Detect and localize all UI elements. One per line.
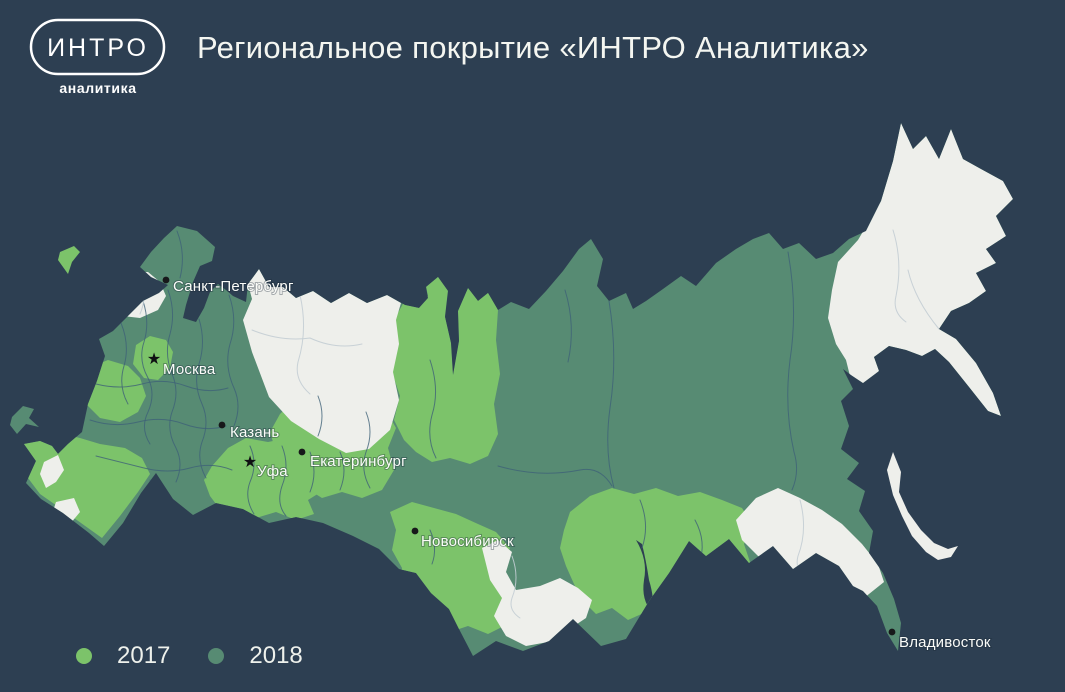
legend-label: 2017 (117, 642, 171, 669)
lake-baikal (636, 540, 653, 612)
legend-item-2018: 2018 (208, 642, 303, 670)
legend-color-dot (208, 648, 225, 664)
city-star-marker: ★ (147, 351, 161, 368)
city-star-marker: ★ (243, 454, 257, 471)
city-dot-marker (298, 448, 306, 456)
map-legend: 2017 2018 (76, 642, 303, 670)
intro-logo: ИНТРО (29, 18, 166, 76)
mainland-group (10, 123, 1013, 656)
city-label: Новосибирск (421, 533, 514, 550)
page-title: Региональное покрытие «ИНТРО Аналитика» (197, 30, 869, 65)
logo-pill-outline (29, 18, 166, 76)
city-label: Москва (163, 361, 216, 378)
city-label: Екатеринбург (310, 453, 407, 470)
region-caucasus-white-1 (40, 455, 64, 488)
region-caucasus-white-2 (52, 498, 80, 528)
region-chukotka-kamchatka (828, 123, 1013, 416)
legend-color-dot (76, 648, 92, 664)
region-amur (736, 488, 884, 598)
region-west-siberia-cluster (392, 276, 500, 464)
legend-item-2017: 2017 (76, 642, 170, 670)
region-komi-arkhangelsk (243, 269, 401, 453)
region-crimea (10, 406, 39, 434)
region-sakhalin (887, 452, 958, 560)
city-dot-marker (411, 527, 419, 535)
city-label: Уфа (257, 463, 288, 480)
city-dot-marker (888, 628, 896, 636)
logo-subtitle: аналитика (59, 80, 137, 96)
region-tyva-khakasia (482, 540, 592, 646)
city-label: Казань (230, 424, 279, 441)
legend-label: 2018 (249, 642, 303, 669)
region-kaliningrad (58, 246, 80, 274)
logo-wordmark: ИНТРО (47, 34, 149, 62)
city-label: Санкт-Петербург (173, 278, 294, 295)
cities-layer: Санкт-Петербург★МоскваКазань★УфаЕкатерин… (147, 276, 992, 652)
city-dot-marker (162, 276, 170, 284)
city-dot-marker (218, 421, 226, 429)
city-label: Владивосток (899, 634, 991, 651)
